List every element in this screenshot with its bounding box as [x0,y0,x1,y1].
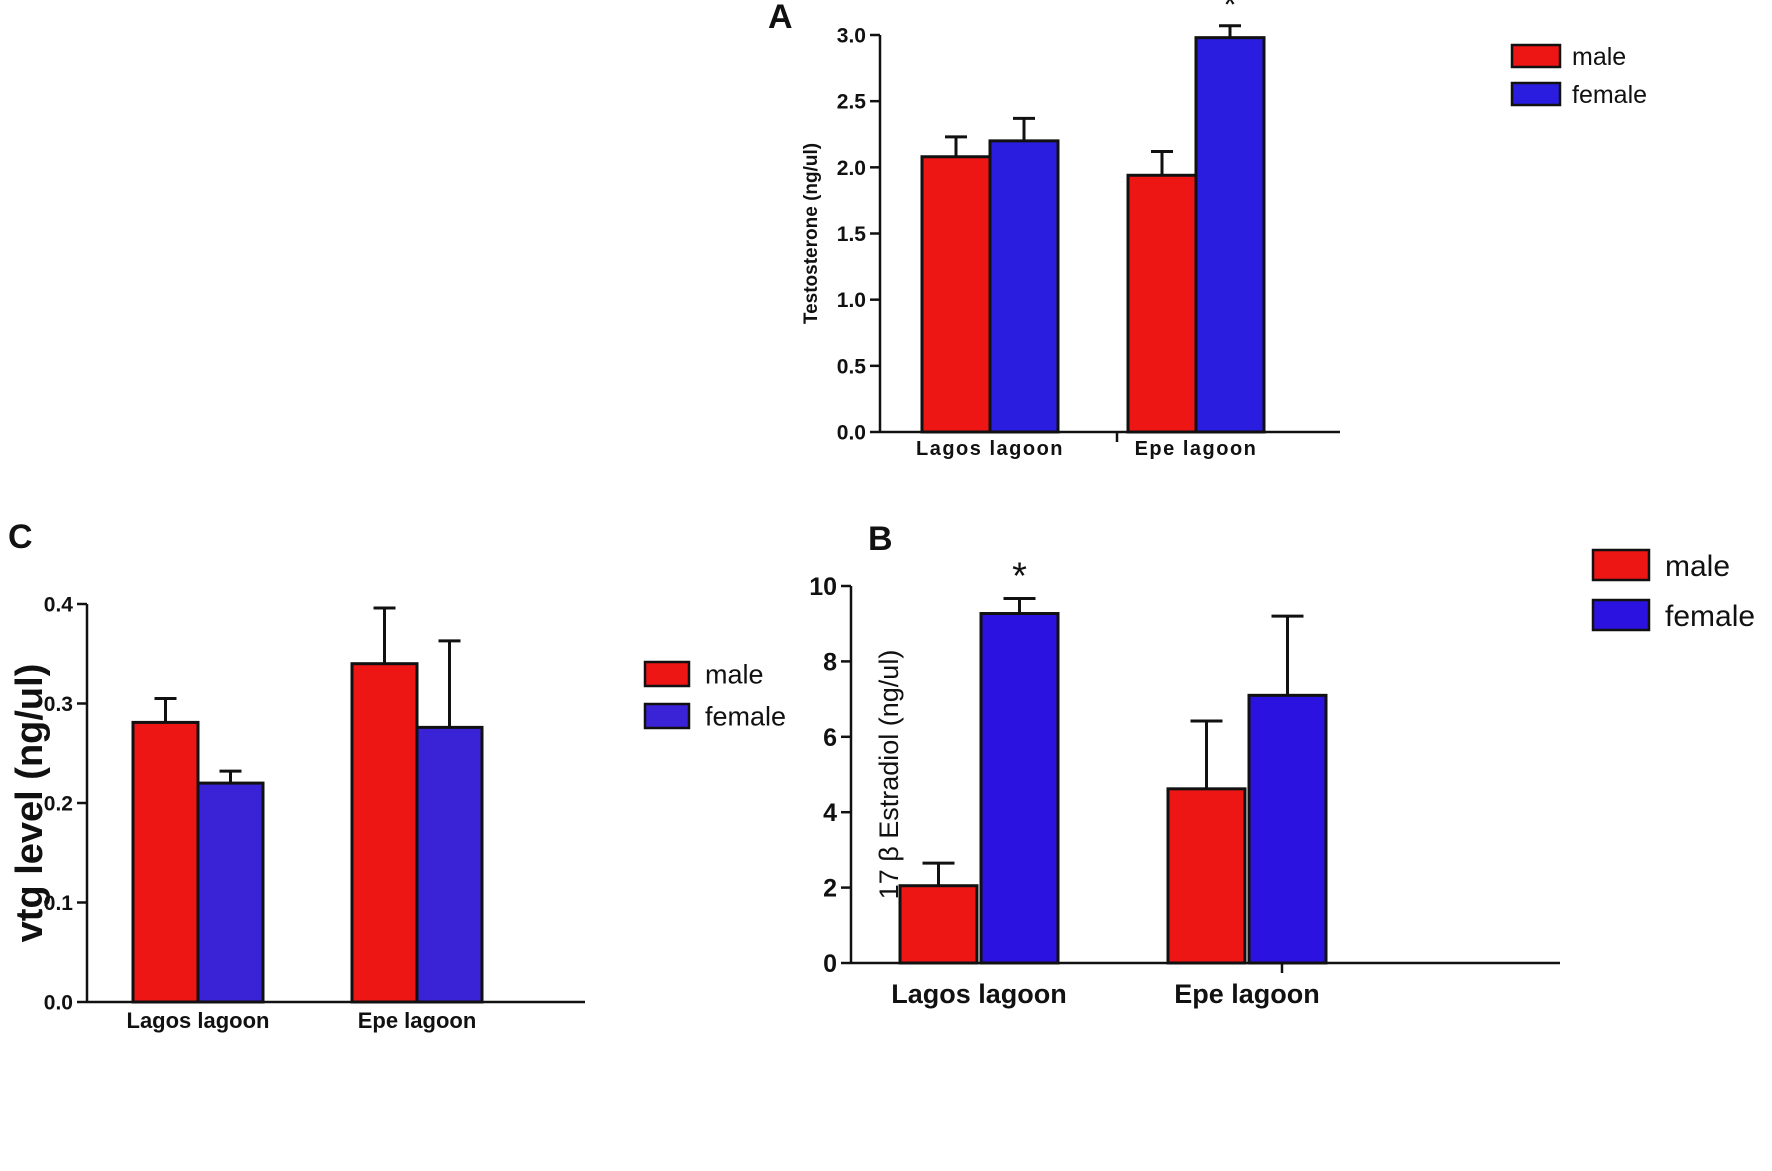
bar-female-1 [415,725,484,1004]
y-axis-label: vtg level (ng/ul) [9,664,51,943]
y-tick-label: 2.0 [837,157,866,180]
x-category-label: Epe lagoon [1174,979,1320,1009]
legend-swatch-male [1510,43,1562,69]
y-tick-label: 0.4 [44,594,74,617]
legend-label-male: male [1665,550,1730,583]
bar-female-1 [1247,693,1328,965]
y-tick-label: 0.1 [44,892,74,915]
y-axis-label: Testosterone (ng/ul) [801,143,822,324]
y-tick-label: 0.0 [837,422,866,445]
bar-male-0 [898,884,979,965]
y-tick-label: 0.3 [44,693,73,716]
panel-a-testosterone-chart: A 0.0 0.5 1.0 1.5 2.0 2.5 3.0 Testosterone (ng/u… [768,0,1647,460]
bar-male-0 [131,720,200,1004]
panel-label: A [768,0,793,36]
y-tick-label: 2 [823,875,837,903]
y-tick-label: 0.2 [44,793,73,816]
y-tick-label: 3.0 [837,25,866,48]
legend-swatch-female [643,702,691,730]
bar-male-1 [1126,173,1198,434]
y-tick-label: 6 [823,724,837,752]
y-tick-label: 0.0 [44,992,73,1015]
panel-label: C [8,518,33,556]
bar-female-0 [979,612,1060,965]
x-category-label: Lagos lagoon [916,438,1064,460]
legend-swatch-male [1591,548,1651,582]
significance-star: * [1012,555,1027,597]
legend-label-male: male [705,660,764,690]
panel-b-estradiol-chart: B 0 2 4 6 8 10 17 β Estradiol (ng/ul) Lagos lago… [809,520,1755,1009]
legend-label-female: female [1572,81,1647,109]
y-tick-label: 2.5 [837,91,867,114]
bar-male-1 [1166,787,1247,965]
bar-female-0 [988,139,1060,434]
x-category-label: Epe lagoon [358,1008,477,1033]
y-tick-label: 10 [809,573,837,601]
bar-female-1 [1194,36,1266,434]
y-tick-label: 4 [823,799,837,827]
y-axis-label: 17 β Estradiol (ng/ul) [874,650,904,900]
panel-c-vtg-chart: C 0.0 0.1 0.2 0.3 0.4 vtg level (ng/ul) Lagos l… [8,518,786,1033]
x-category-label: Lagos lagoon [891,979,1067,1009]
legend-swatch-female [1591,598,1651,632]
y-tick-label: 1.0 [837,289,866,312]
bar-male-1 [350,662,419,1004]
y-tick-label: 0.5 [837,355,867,378]
significance-star: * [1223,0,1236,24]
legend-label-female: female [705,702,786,732]
x-category-label: Lagos lagoon [127,1008,270,1033]
legend-swatch-male [643,660,691,688]
bar-female-0 [196,781,265,1004]
bar-male-0 [920,155,992,434]
legend-label-female: female [1665,600,1755,633]
legend-swatch-female [1510,81,1562,107]
y-tick-label: 8 [823,648,837,676]
x-category-label: Epe lagoon [1135,438,1258,460]
y-tick-label: 0 [823,950,837,978]
legend-label-male: male [1572,43,1626,71]
panel-label: B [868,520,893,558]
y-tick-label: 1.5 [837,223,867,246]
